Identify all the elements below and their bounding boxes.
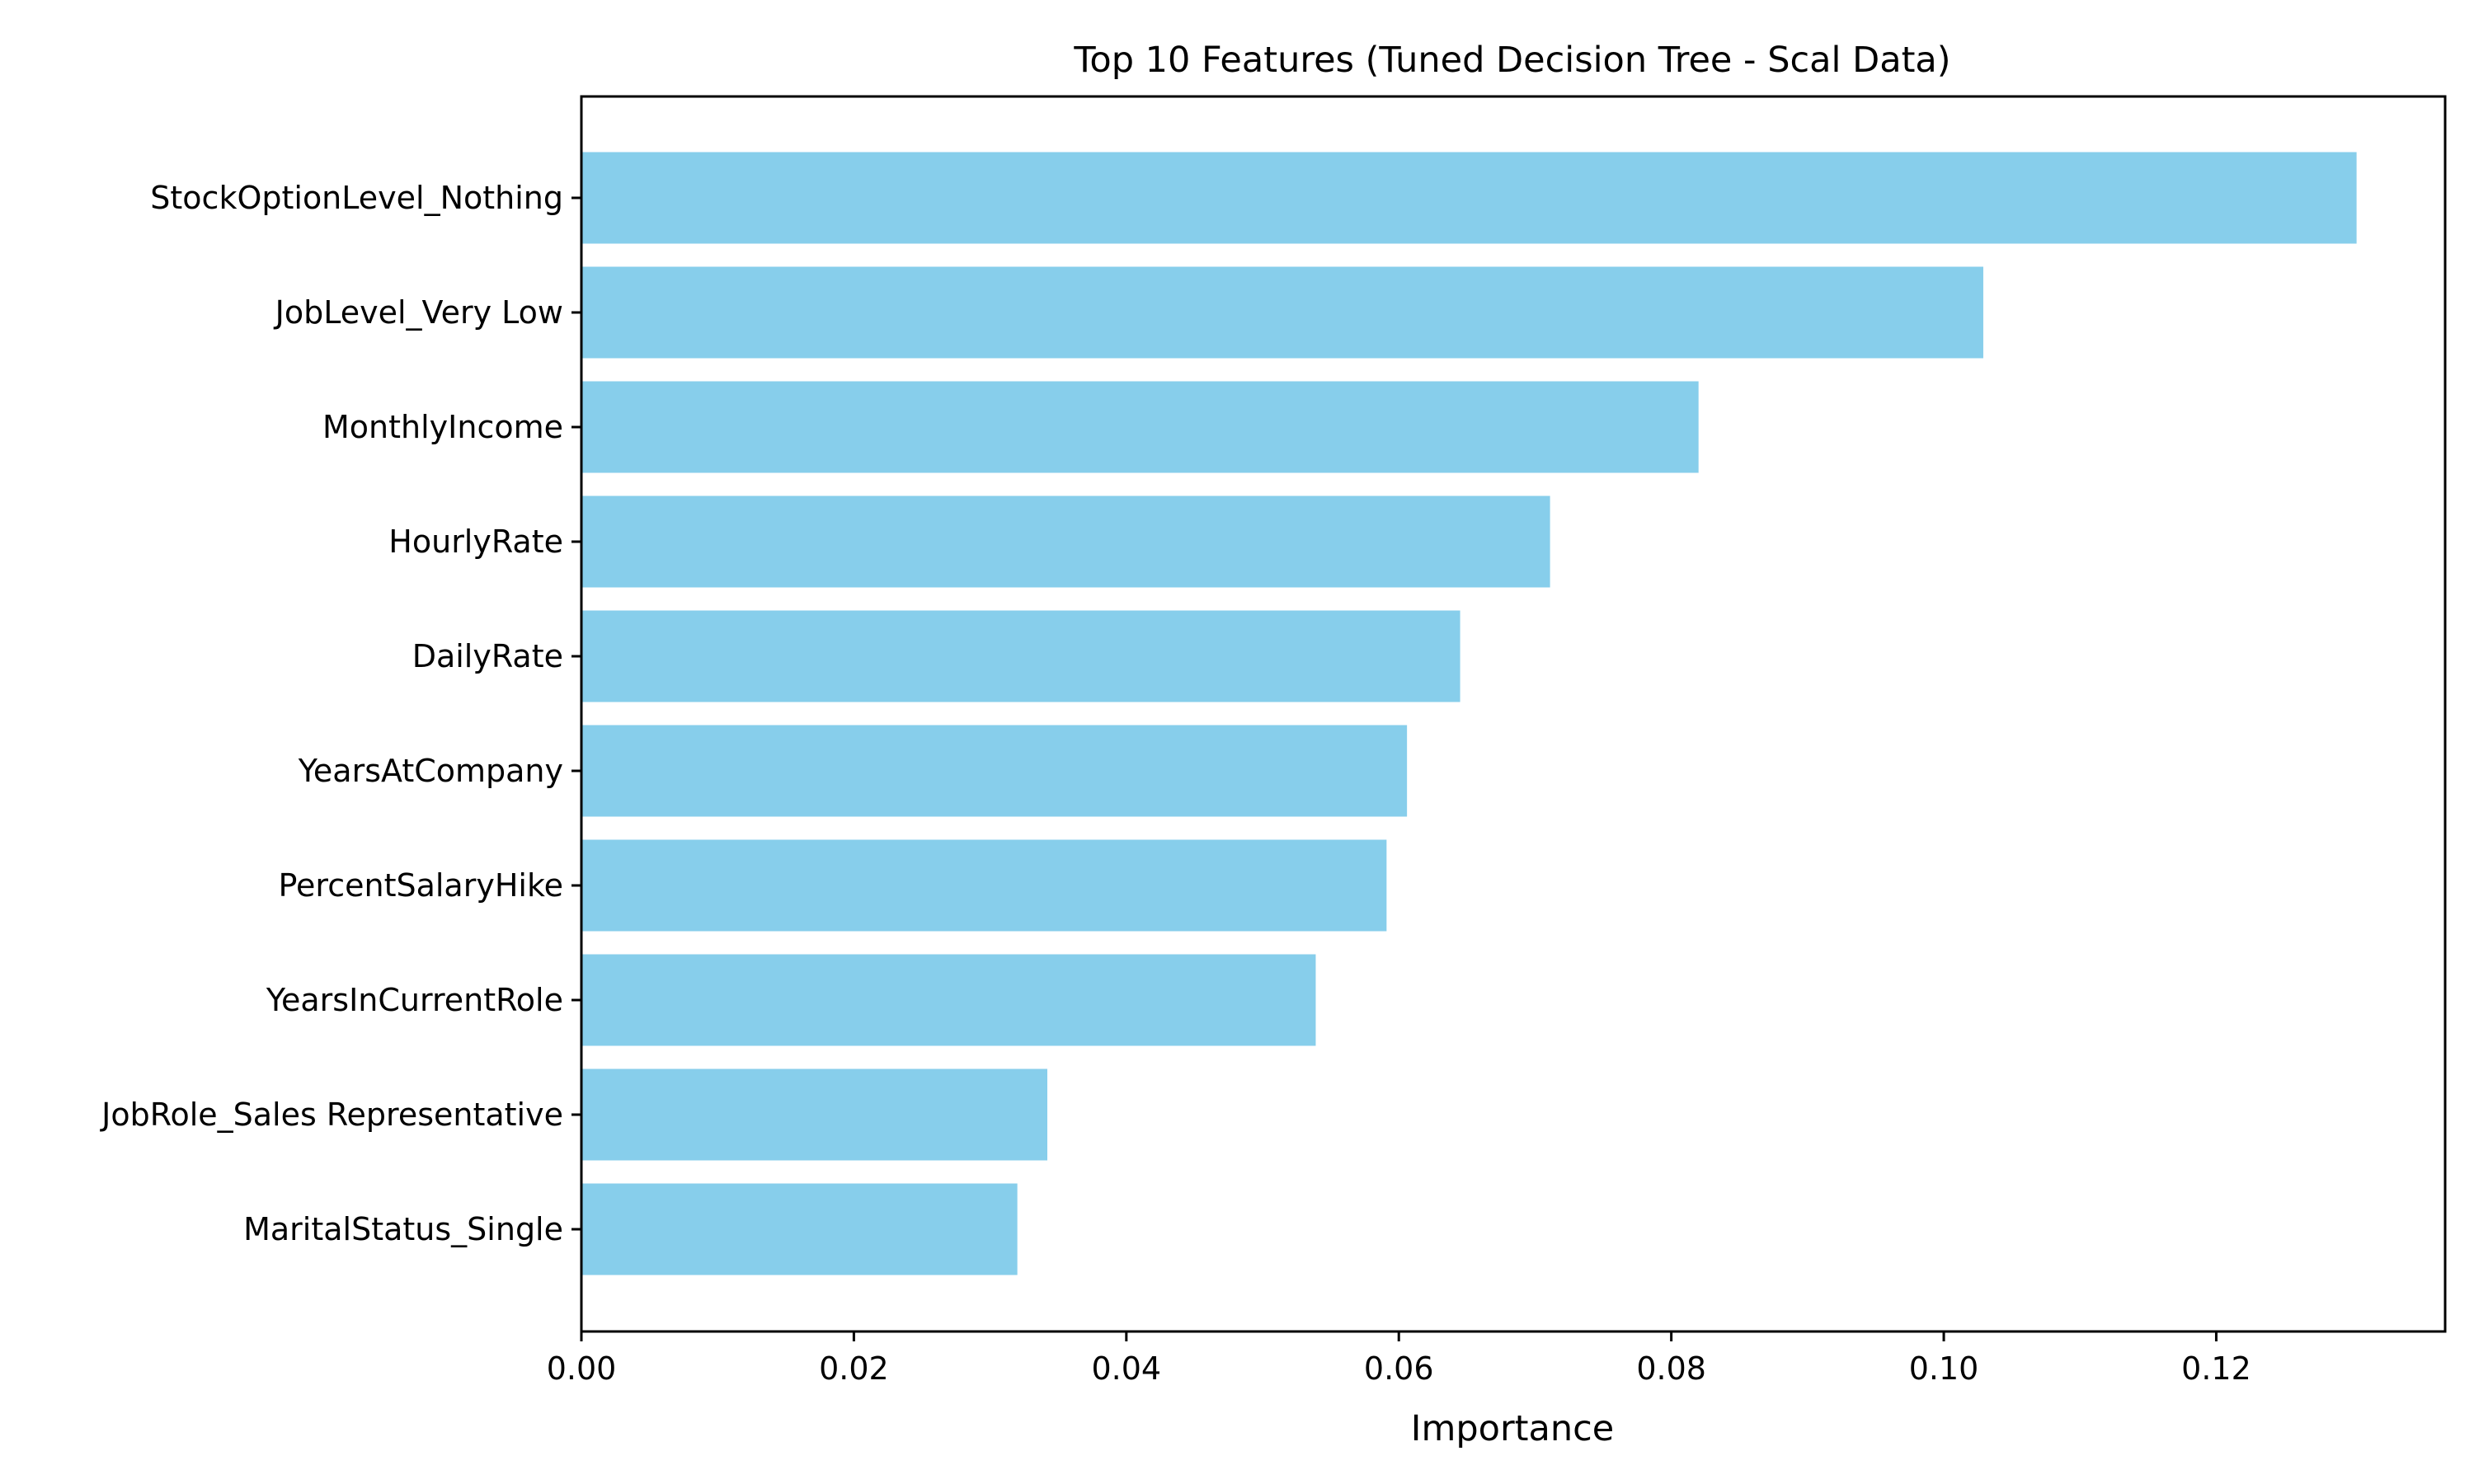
x-tick-label: 0.08: [1636, 1350, 1706, 1387]
x-tick-label: 0.02: [819, 1350, 889, 1387]
bar-jobrole-sales-representative: [581, 1068, 1047, 1161]
y-tick-label: HourlyRate: [388, 524, 563, 560]
y-tick-label: YearsInCurrentRole: [266, 982, 563, 1018]
y-tick-label: StockOptionLevel_Nothing: [150, 180, 563, 216]
plot-frame: [580, 95, 2447, 1333]
y-tick-label: DailyRate: [412, 638, 563, 674]
x-tick-label: 0.06: [1364, 1350, 1434, 1387]
bar-percentsalaryhike: [581, 839, 1387, 932]
bar-yearsincurrentrole: [581, 954, 1316, 1046]
bar-maritalstatus-single: [581, 1183, 1018, 1275]
chart-title: Top 10 Features (Tuned Decision Tree - S…: [1073, 40, 1950, 81]
bar-stockoptionlevel-nothing: [581, 152, 2357, 244]
bar-joblevel-very-low: [581, 266, 1983, 359]
y-tick-label: JobLevel_Very Low: [274, 294, 563, 331]
bar-dailyrate: [581, 610, 1460, 702]
y-tick-label: MaritalStatus_Single: [243, 1211, 563, 1247]
x-tick-label: 0.04: [1092, 1350, 1162, 1387]
x-tick-label: 0.10: [1909, 1350, 1979, 1387]
y-axis: StockOptionLevel_Nothing JobLevel_Very Lo…: [100, 180, 581, 1247]
x-axis-label: Importance: [1411, 1408, 1614, 1449]
bars-layer: [581, 152, 2357, 1275]
bar-monthlyincome: [581, 381, 1699, 473]
y-tick-label: MonthlyIncome: [322, 409, 563, 445]
x-axis: 0.00 0.02 0.04 0.06 0.08 0.10 0.12: [547, 1331, 2251, 1387]
bar-hourlyrate: [581, 495, 1550, 588]
y-tick-label: JobRole_Sales Representative: [100, 1097, 563, 1133]
x-tick-label: 0.12: [2181, 1350, 2251, 1387]
y-tick-label: PercentSalaryHike: [278, 867, 563, 904]
bar-yearsatcompany: [581, 725, 1408, 817]
x-tick-label: 0.00: [547, 1350, 617, 1387]
y-tick-label: YearsAtCompany: [298, 753, 563, 789]
